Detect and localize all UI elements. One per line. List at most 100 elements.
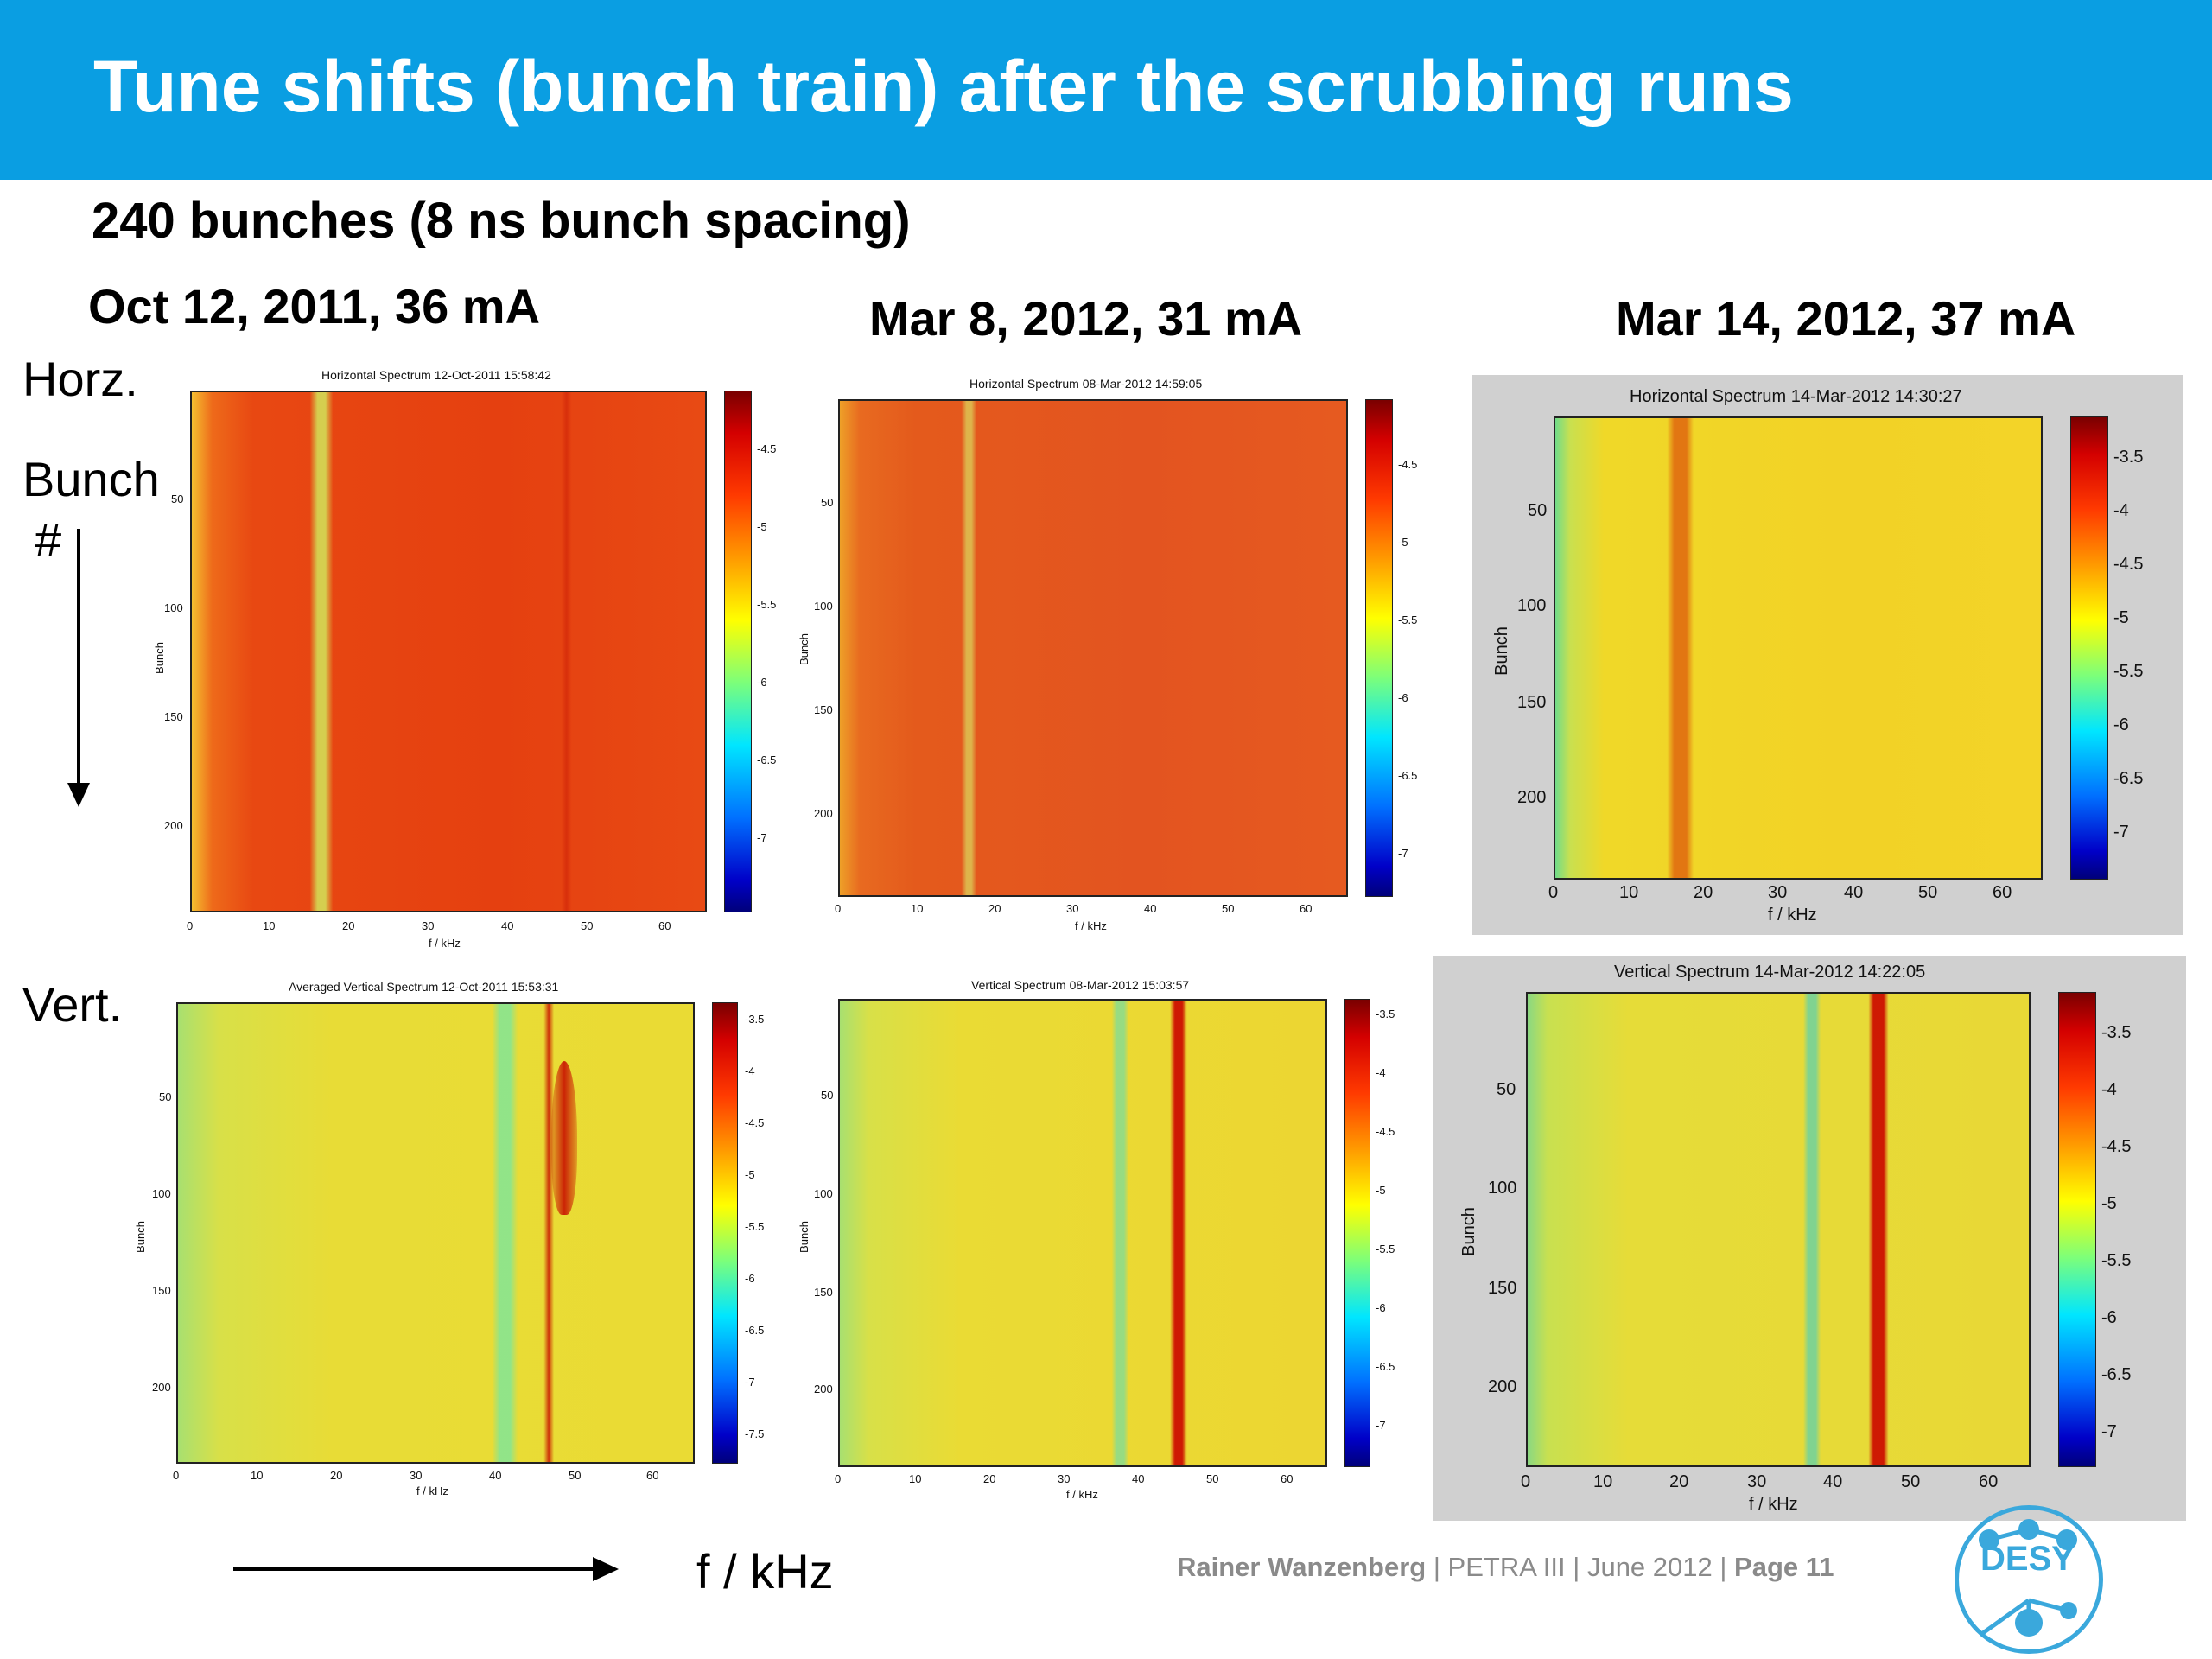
x-tick: 0 bbox=[173, 1469, 180, 1482]
slide-subtitle: 240 bunches (8 ns bunch spacing) bbox=[92, 193, 911, 249]
y-tick: 50 bbox=[821, 496, 834, 509]
y-tick: 200 bbox=[1488, 1377, 1517, 1396]
cb-tick: -5.5 bbox=[2101, 1251, 2132, 1270]
footer-author: Rainer Wanzenberg bbox=[1177, 1552, 1427, 1582]
plot-title-vert-oct: Averaged Vertical Spectrum 12-Oct-2011 1… bbox=[289, 980, 559, 994]
y-tick: 100 bbox=[1488, 1179, 1517, 1198]
cb-tick: -6.5 bbox=[2113, 769, 2144, 788]
x-tick: 20 bbox=[1694, 883, 1713, 902]
freq-arrow-head bbox=[593, 1557, 619, 1581]
freq-axis-label: f / kHz bbox=[696, 1544, 834, 1599]
x-tick: 60 bbox=[1993, 883, 2012, 902]
x-tick: 30 bbox=[1058, 1472, 1071, 1485]
heatmap-horz-oct bbox=[190, 391, 707, 912]
cb-tick: -4 bbox=[745, 1065, 755, 1077]
y-tick: 50 bbox=[1497, 1080, 1516, 1099]
cb-tick: -4.5 bbox=[2113, 555, 2144, 574]
x-axis-label: f / kHz bbox=[1075, 919, 1107, 932]
cb-tick: -7 bbox=[2113, 823, 2129, 842]
cb-tick: -5 bbox=[745, 1168, 755, 1181]
hash-label: # bbox=[35, 512, 62, 567]
cb-tick: -5 bbox=[1376, 1184, 1386, 1197]
y-tick: 200 bbox=[814, 807, 833, 820]
x-tick: 50 bbox=[1222, 902, 1235, 915]
plot-title-vert-mar8: Vertical Spectrum 08-Mar-2012 15:03:57 bbox=[971, 978, 1190, 992]
footer: Rainer Wanzenberg | PETRA III | June 201… bbox=[1177, 1552, 1834, 1583]
cb-tick: -4 bbox=[2113, 501, 2129, 520]
cb-tick: -7 bbox=[1398, 847, 1408, 860]
cb-tick: -5.5 bbox=[745, 1220, 765, 1233]
cb-tick: -5 bbox=[2101, 1194, 2117, 1213]
x-tick: 40 bbox=[501, 919, 514, 932]
x-tick: 20 bbox=[988, 902, 1001, 915]
x-tick: 40 bbox=[1132, 1472, 1145, 1485]
colorbar-horz-mar14 bbox=[2070, 416, 2108, 880]
x-tick: 30 bbox=[422, 919, 435, 932]
x-axis-label: f / kHz bbox=[1768, 906, 1817, 925]
cb-tick: -6.5 bbox=[2101, 1365, 2132, 1384]
x-tick: 30 bbox=[1747, 1472, 1767, 1491]
plot-title-horz-mar8: Horizontal Spectrum 08-Mar-2012 14:59:05 bbox=[969, 377, 1203, 391]
bunch-label: Bunch bbox=[22, 452, 160, 506]
footer-project: PETRA III bbox=[1447, 1552, 1566, 1582]
y-axis-label: Bunch bbox=[133, 1221, 147, 1253]
y-tick: 50 bbox=[1528, 501, 1548, 520]
cb-tick: -5 bbox=[757, 520, 767, 533]
heatmap-horz-mar14 bbox=[1554, 416, 2043, 880]
bunch-arrow-head bbox=[67, 783, 90, 807]
x-tick: 20 bbox=[342, 919, 355, 932]
x-tick: 20 bbox=[330, 1469, 343, 1482]
x-tick: 10 bbox=[911, 902, 924, 915]
cb-tick: -5.5 bbox=[1398, 613, 1418, 626]
x-tick: 20 bbox=[1669, 1472, 1689, 1491]
x-tick: 20 bbox=[983, 1472, 996, 1485]
vert-label: Vert. bbox=[22, 977, 123, 1032]
horz-label: Horz. bbox=[22, 352, 138, 406]
x-tick: 50 bbox=[1206, 1472, 1219, 1485]
y-axis-label: Bunch bbox=[797, 633, 810, 665]
cb-tick: -4 bbox=[1376, 1066, 1386, 1079]
cb-tick: -6 bbox=[745, 1272, 755, 1285]
x-tick: 40 bbox=[1844, 883, 1864, 902]
cb-tick: -6.5 bbox=[1376, 1360, 1395, 1373]
x-tick: 10 bbox=[909, 1472, 922, 1485]
cb-tick: -4 bbox=[2101, 1080, 2117, 1099]
cb-tick: -3.5 bbox=[2113, 448, 2144, 467]
footer-separator: | bbox=[1433, 1552, 1440, 1582]
y-tick: 100 bbox=[164, 601, 183, 614]
x-tick: 40 bbox=[489, 1469, 502, 1482]
y-tick: 200 bbox=[1517, 788, 1547, 807]
x-tick: 0 bbox=[187, 919, 194, 932]
y-tick: 200 bbox=[814, 1382, 833, 1395]
plot-title-horz-mar14: Horizontal Spectrum 14-Mar-2012 14:30:27 bbox=[1630, 387, 1962, 406]
y-tick: 150 bbox=[814, 703, 833, 716]
y-tick: 200 bbox=[164, 819, 183, 832]
x-tick: 50 bbox=[569, 1469, 582, 1482]
x-tick: 50 bbox=[1918, 883, 1938, 902]
column-title-oct-2011: Oct 12, 2011, 36 mA bbox=[88, 279, 541, 334]
tune-feature-vert-oct bbox=[551, 1061, 577, 1215]
x-tick: 60 bbox=[658, 919, 671, 932]
y-tick: 50 bbox=[159, 1090, 172, 1103]
cb-tick: -7 bbox=[757, 831, 767, 844]
cb-tick: -5 bbox=[1398, 536, 1408, 549]
slide-title: Tune shifts (bunch train) after the scru… bbox=[93, 46, 1794, 127]
cb-tick: -3.5 bbox=[2101, 1023, 2132, 1042]
x-axis-label: f / kHz bbox=[429, 937, 461, 950]
y-tick: 50 bbox=[821, 1089, 834, 1102]
cb-tick: -6.5 bbox=[757, 753, 777, 766]
cb-tick: -5.5 bbox=[2113, 662, 2144, 681]
cb-tick: -7 bbox=[745, 1376, 755, 1389]
cb-tick: -7.5 bbox=[745, 1427, 765, 1440]
x-tick: 60 bbox=[646, 1469, 659, 1482]
x-tick: 10 bbox=[251, 1469, 264, 1482]
column-title-mar8-2012: Mar 8, 2012, 31 mA bbox=[869, 291, 1303, 346]
x-tick: 40 bbox=[1144, 902, 1157, 915]
desy-logo-text: DESY bbox=[1980, 1540, 2075, 1578]
cb-tick: -7 bbox=[2101, 1422, 2117, 1441]
colorbar-horz-oct bbox=[724, 391, 752, 912]
x-tick: 30 bbox=[1066, 902, 1079, 915]
y-axis-label: Bunch bbox=[1491, 626, 1511, 676]
bunch-arrow-shaft bbox=[77, 529, 80, 788]
colorbar-vert-oct bbox=[712, 1002, 738, 1464]
